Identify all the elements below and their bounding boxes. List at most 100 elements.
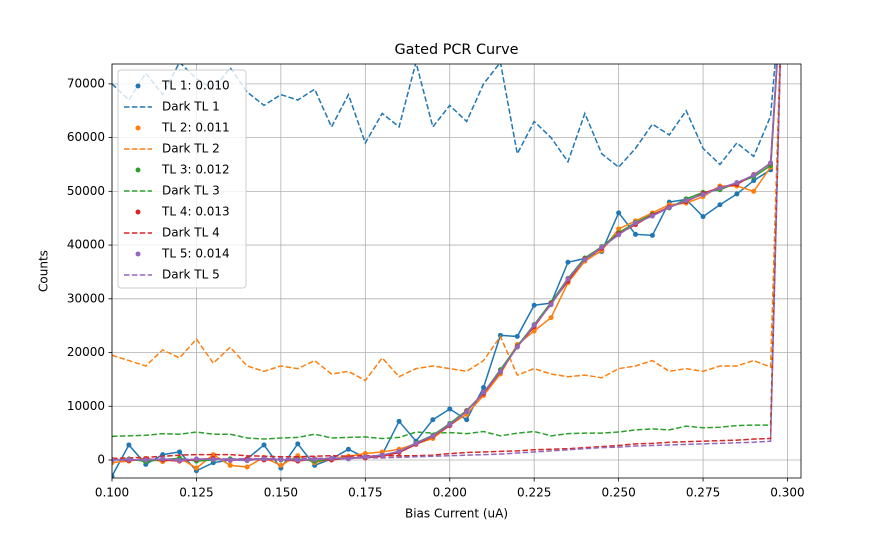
y-tick-label: 40000 (67, 238, 105, 252)
legend-label: Dark TL 4 (162, 226, 220, 240)
legend-marker (135, 209, 141, 215)
data-point (112, 473, 115, 478)
data-point (481, 384, 487, 390)
data-point (193, 465, 199, 471)
data-point (751, 188, 757, 194)
data-point (717, 202, 723, 208)
data-point (514, 333, 520, 339)
data-point (734, 191, 740, 197)
data-point (244, 464, 250, 470)
x-tick-label: 0.275 (686, 486, 720, 500)
legend-label: Dark TL 5 (162, 268, 220, 282)
plot-area (112, 64, 781, 478)
x-tick-label: 0.175 (348, 486, 382, 500)
data-point (683, 197, 689, 203)
data-point (177, 449, 183, 455)
data-point (396, 418, 402, 424)
y-tick-label: 10000 (67, 399, 105, 413)
data-point (227, 462, 233, 468)
data-point (531, 328, 537, 334)
data-point (447, 406, 453, 412)
data-point (210, 452, 216, 458)
legend-label: TL 2: 0.011 (161, 121, 230, 135)
data-point (616, 226, 622, 232)
data-point (751, 178, 757, 184)
data-point (548, 315, 554, 321)
y-tick-label: 60000 (67, 130, 105, 144)
legend-label: Dark TL 3 (162, 184, 220, 198)
grid (111, 64, 801, 478)
data-point (616, 232, 622, 238)
data-point (396, 448, 402, 454)
y-tick-label: 20000 (67, 345, 105, 359)
data-point (447, 422, 453, 428)
data-point (751, 172, 757, 178)
legend-marker (135, 251, 141, 257)
data-point (582, 257, 588, 263)
data-point (768, 160, 774, 166)
data-point (531, 302, 537, 308)
dark-line (112, 64, 776, 169)
legend-label: Dark TL 2 (162, 142, 220, 156)
data-point (565, 259, 571, 265)
legend-label: TL 1: 0.010 (161, 79, 230, 93)
y-axis-label: Counts (37, 250, 51, 292)
legend-marker (135, 125, 141, 131)
dark-line (112, 64, 781, 440)
data-point (616, 210, 622, 216)
data-point (717, 185, 723, 191)
dark-line (112, 64, 781, 461)
data-point (464, 417, 470, 423)
chart-title: Gated PCR Curve (395, 42, 519, 58)
data-point (481, 389, 487, 395)
data-point (464, 409, 470, 415)
x-tick-label: 0.100 (95, 486, 129, 500)
data-point (700, 192, 706, 198)
legend-marker (135, 167, 141, 173)
data-point (599, 244, 605, 250)
data-point (497, 368, 503, 374)
legend-marker (135, 83, 141, 89)
data-point (700, 214, 706, 220)
x-tick-label: 0.250 (601, 486, 635, 500)
data-point (345, 446, 351, 452)
data-point (379, 452, 385, 458)
data-point (514, 344, 520, 350)
dark-line (112, 64, 781, 460)
data-point (649, 213, 655, 219)
axes-frame (111, 63, 802, 479)
x-tick-label: 0.300 (770, 486, 804, 500)
data-point (278, 462, 284, 468)
data-point (430, 433, 436, 439)
data-point (565, 276, 571, 282)
y-tick-label: 30000 (67, 291, 105, 305)
data-point (278, 456, 284, 462)
x-tick-label: 0.200 (433, 486, 467, 500)
legend-label: TL 4: 0.013 (161, 205, 230, 219)
data-point (413, 440, 419, 446)
x-tick-label: 0.125 (179, 486, 213, 500)
data-point (633, 220, 639, 226)
x-axis-label: Bias Current (uA) (405, 507, 508, 521)
dark-line (112, 64, 781, 382)
y-tick-label: 0 (97, 453, 105, 467)
data-point (430, 417, 436, 423)
data-point (666, 204, 672, 210)
legend: TL 1: 0.010 Dark TL 1 TL 2: 0.011 Dark TL 2… (117, 69, 247, 289)
data-point (329, 455, 335, 461)
legend-label: TL 5: 0.014 (161, 247, 230, 261)
data-point (548, 302, 554, 308)
data-point (649, 232, 655, 238)
x-tick-label: 0.225 (517, 486, 551, 500)
data-point (295, 441, 301, 447)
x-tick-label: 0.150 (264, 486, 298, 500)
y-tick-label: 70000 (67, 76, 105, 90)
data-point (633, 231, 639, 237)
data-point (126, 442, 132, 448)
data-point (531, 322, 537, 328)
data-point (734, 180, 740, 186)
data-point (261, 442, 267, 448)
legend-label: Dark TL 1 (162, 100, 220, 114)
y-tick-label: 50000 (67, 184, 105, 198)
